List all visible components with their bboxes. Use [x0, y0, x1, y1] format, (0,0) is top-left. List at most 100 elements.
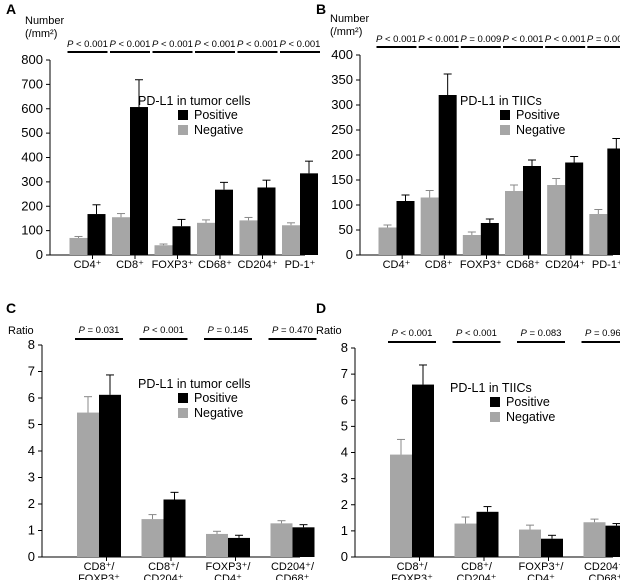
y-tick-label: 150 [331, 172, 353, 187]
legend-title: PD-L1 in TIICs [460, 94, 542, 108]
y-tick-label: 300 [21, 174, 43, 189]
y-tick-label: 5 [341, 418, 348, 433]
x-tick-label: CD8⁺ [425, 259, 453, 271]
bar-negative [589, 214, 608, 255]
y-tick-label: 2 [341, 497, 348, 512]
p-value-label: P < 0.001 [418, 34, 459, 45]
x-tick-label: CD204⁺/ [584, 561, 620, 573]
y-tick-label: 1 [28, 523, 35, 538]
bar-positive [257, 187, 276, 255]
x-tick-label: FOXP3⁺ [78, 573, 120, 580]
bar-negative [378, 227, 397, 255]
p-value-label: P < 0.001 [143, 325, 184, 336]
bar-negative [206, 533, 228, 557]
y-tick-label: 4 [341, 445, 348, 460]
p-value-label: P < 0.001 [392, 328, 433, 339]
panel-letter: D [316, 300, 326, 316]
x-tick-label: CD204⁺ [545, 259, 585, 271]
bar-positive [480, 223, 499, 255]
y-tick-label: 600 [21, 101, 43, 116]
bar-positive [163, 499, 186, 557]
legend-swatch-positive [178, 393, 188, 403]
bar-positive [130, 107, 148, 255]
legend-label-negative: Negative [506, 410, 555, 424]
y-tick-label: 8 [28, 337, 35, 352]
x-tick-label: FOXP3⁺/ [206, 561, 252, 573]
bar-negative [462, 235, 481, 255]
x-tick-label: CD204⁺ [143, 573, 183, 580]
legend-title: PD-L1 in tumor cells [138, 377, 251, 391]
x-tick-label: CD8⁺/ [84, 561, 116, 573]
y-tick-label: 50 [339, 222, 353, 237]
y-tick-label: 300 [331, 97, 353, 112]
y-axis-title: Number [25, 15, 64, 27]
y-tick-label: 7 [28, 364, 35, 379]
bar-negative [547, 185, 566, 255]
bar-positive [172, 226, 191, 255]
bar-negative [197, 222, 215, 255]
bar-negative [112, 217, 130, 255]
chart-panel-b: B Number(/mm²) 0 50 100 150 200 250 300 350 400 CD4… [316, 1, 620, 271]
y-axis-title: Ratio [8, 325, 34, 337]
p-value-label: P = 0.083 [521, 328, 562, 339]
legend-label-positive: Positive [506, 395, 550, 409]
p-value-label: P = 0.001 [587, 34, 620, 45]
legend-swatch-positive [500, 110, 510, 120]
bar-positive [300, 173, 318, 255]
x-tick-label: PD-1⁺ [285, 259, 316, 271]
x-tick-label: FOXP3⁺ [391, 573, 433, 580]
chart-panel-a: A Number(/mm²) 0 100 200 300 400 500 600 700 800 CD… [6, 1, 320, 271]
legend-swatch-negative [490, 412, 500, 422]
p-value-label: P = 0.470 [272, 325, 313, 336]
y-tick-label: 200 [331, 147, 353, 162]
bar-negative [154, 245, 173, 255]
x-tick-label: CD4⁺ [383, 259, 411, 271]
bar-positive [605, 525, 620, 557]
x-tick-label: CD8⁺/ [461, 561, 493, 573]
bar-positive [476, 511, 499, 557]
y-tick-label: 6 [341, 392, 348, 407]
bar-positive [396, 201, 415, 255]
legend-label-negative: Negative [516, 123, 565, 137]
panel-letter: C [6, 300, 16, 316]
bar-positive [523, 166, 541, 255]
y-axis-title: Ratio [316, 325, 342, 337]
y-tick-label: 0 [36, 247, 43, 262]
bar-positive [87, 214, 106, 255]
bar-positive [541, 538, 563, 557]
p-value-label: P < 0.001 [376, 34, 417, 45]
p-value-label: P < 0.001 [67, 39, 108, 50]
y-axis-title: Number [330, 13, 369, 25]
panel-letter: B [316, 1, 326, 17]
y-tick-label: 100 [21, 223, 43, 238]
y-tick-label: 1 [341, 523, 348, 538]
y-tick-label: 5 [28, 417, 35, 432]
y-tick-label: 500 [21, 125, 43, 140]
bar-negative [282, 225, 300, 255]
x-tick-label: CD204⁺ [456, 573, 496, 580]
y-tick-label: 6 [28, 390, 35, 405]
y-tick-label: 3 [341, 471, 348, 486]
bar-positive [215, 189, 233, 255]
p-value-label: P < 0.001 [503, 34, 544, 45]
legend-label-positive: Positive [516, 108, 560, 122]
p-value-label: P = 0.031 [79, 325, 120, 336]
bar-negative [519, 529, 541, 557]
legend-swatch-negative [178, 125, 188, 135]
p-value-label: P = 0.963 [585, 328, 620, 339]
y-tick-label: 0 [341, 549, 348, 564]
x-tick-label: CD8⁺ [116, 259, 144, 271]
x-tick-label: CD68⁺ [506, 259, 540, 271]
x-tick-label: CD204⁺/ [271, 561, 315, 573]
x-tick-label: CD4⁺ [214, 573, 242, 580]
p-value-label: P < 0.001 [110, 39, 151, 50]
panel-letter: A [6, 1, 16, 17]
y-tick-label: 3 [28, 470, 35, 485]
bar-negative [69, 237, 88, 255]
x-tick-label: FOXP3⁺ [152, 259, 194, 271]
bar-positive [607, 148, 620, 255]
y-tick-label: 8 [341, 340, 348, 355]
y-tick-label: 7 [341, 366, 348, 381]
legend-swatch-positive [490, 397, 500, 407]
